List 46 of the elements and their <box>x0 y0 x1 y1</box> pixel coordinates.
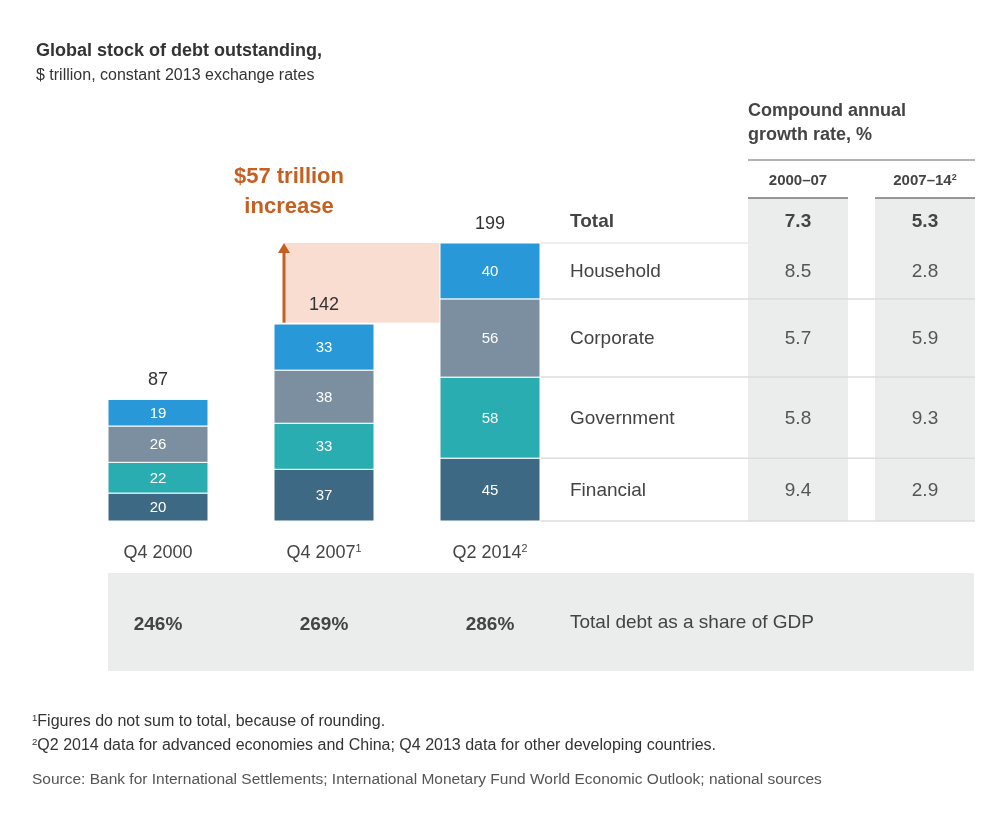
text: Total <box>570 210 614 231</box>
total-label: 142 <box>308 294 340 315</box>
text: Compound annual growth rate, % <box>748 100 906 144</box>
text: 5.8 <box>784 406 812 428</box>
data-label: 33 <box>315 437 333 455</box>
x-tick-label: Q4 2007$^{1}$ <box>286 542 362 562</box>
band-label: $57 trillion increase <box>233 163 345 218</box>
data-label: 40 <box>481 261 499 279</box>
text: Total debt as a share of GDP <box>570 611 814 632</box>
text: $^{1}$Figures do not sum to total, because of rounding. <box>32 711 386 729</box>
series-label: Government <box>570 406 676 428</box>
data-label: 38 <box>315 387 333 405</box>
series-label: Household <box>570 259 661 281</box>
text: 8.5 <box>784 259 812 281</box>
text: 269% <box>299 613 349 634</box>
series-label: Financial <box>570 478 647 500</box>
text: 246% <box>133 613 183 634</box>
source-note: Source: Bank for International Settlements; International Monetary Fund World Economic Outlook; national sources <box>32 770 823 787</box>
text: 5.7 <box>784 326 812 348</box>
data-label: 22 <box>149 468 167 486</box>
data-label: 19 <box>149 403 167 421</box>
chart-title: Global stock of debt outstanding, <box>36 40 322 60</box>
x-tick-label: Q2 2014$^{2}$ <box>452 542 528 562</box>
text: 2007–14$^{2}$ <box>893 171 957 188</box>
text: 2.8 <box>911 259 939 281</box>
data-label: 37 <box>315 486 333 504</box>
text: 286% <box>465 613 515 634</box>
text: 9.3 <box>911 406 939 428</box>
text: 9.4 <box>784 478 812 500</box>
data-label: 58 <box>481 408 499 426</box>
total-label: 199 <box>474 213 506 233</box>
text: 2.9 <box>911 478 939 500</box>
data-label: 45 <box>481 480 499 498</box>
total-label: 87 <box>147 369 169 390</box>
data-label: 56 <box>481 328 499 346</box>
text: $^{2}$Q2 2014 data for advanced economies and China; Q4 2013 data for other developing countries. <box>32 735 717 753</box>
data-label: 26 <box>149 435 167 453</box>
data-label: 33 <box>315 338 333 356</box>
text: 2000–07 <box>768 171 828 188</box>
text: 7.3 <box>784 210 812 231</box>
data-label: 20 <box>149 498 167 516</box>
text: 5.3 <box>911 210 939 231</box>
series-label: Corporate <box>570 326 655 348</box>
text: 5.9 <box>911 326 939 348</box>
x-tick-label: Q4 2000 <box>123 542 193 562</box>
chart-subtitle: $ trillion, constant 2013 exchange rates <box>36 66 315 83</box>
